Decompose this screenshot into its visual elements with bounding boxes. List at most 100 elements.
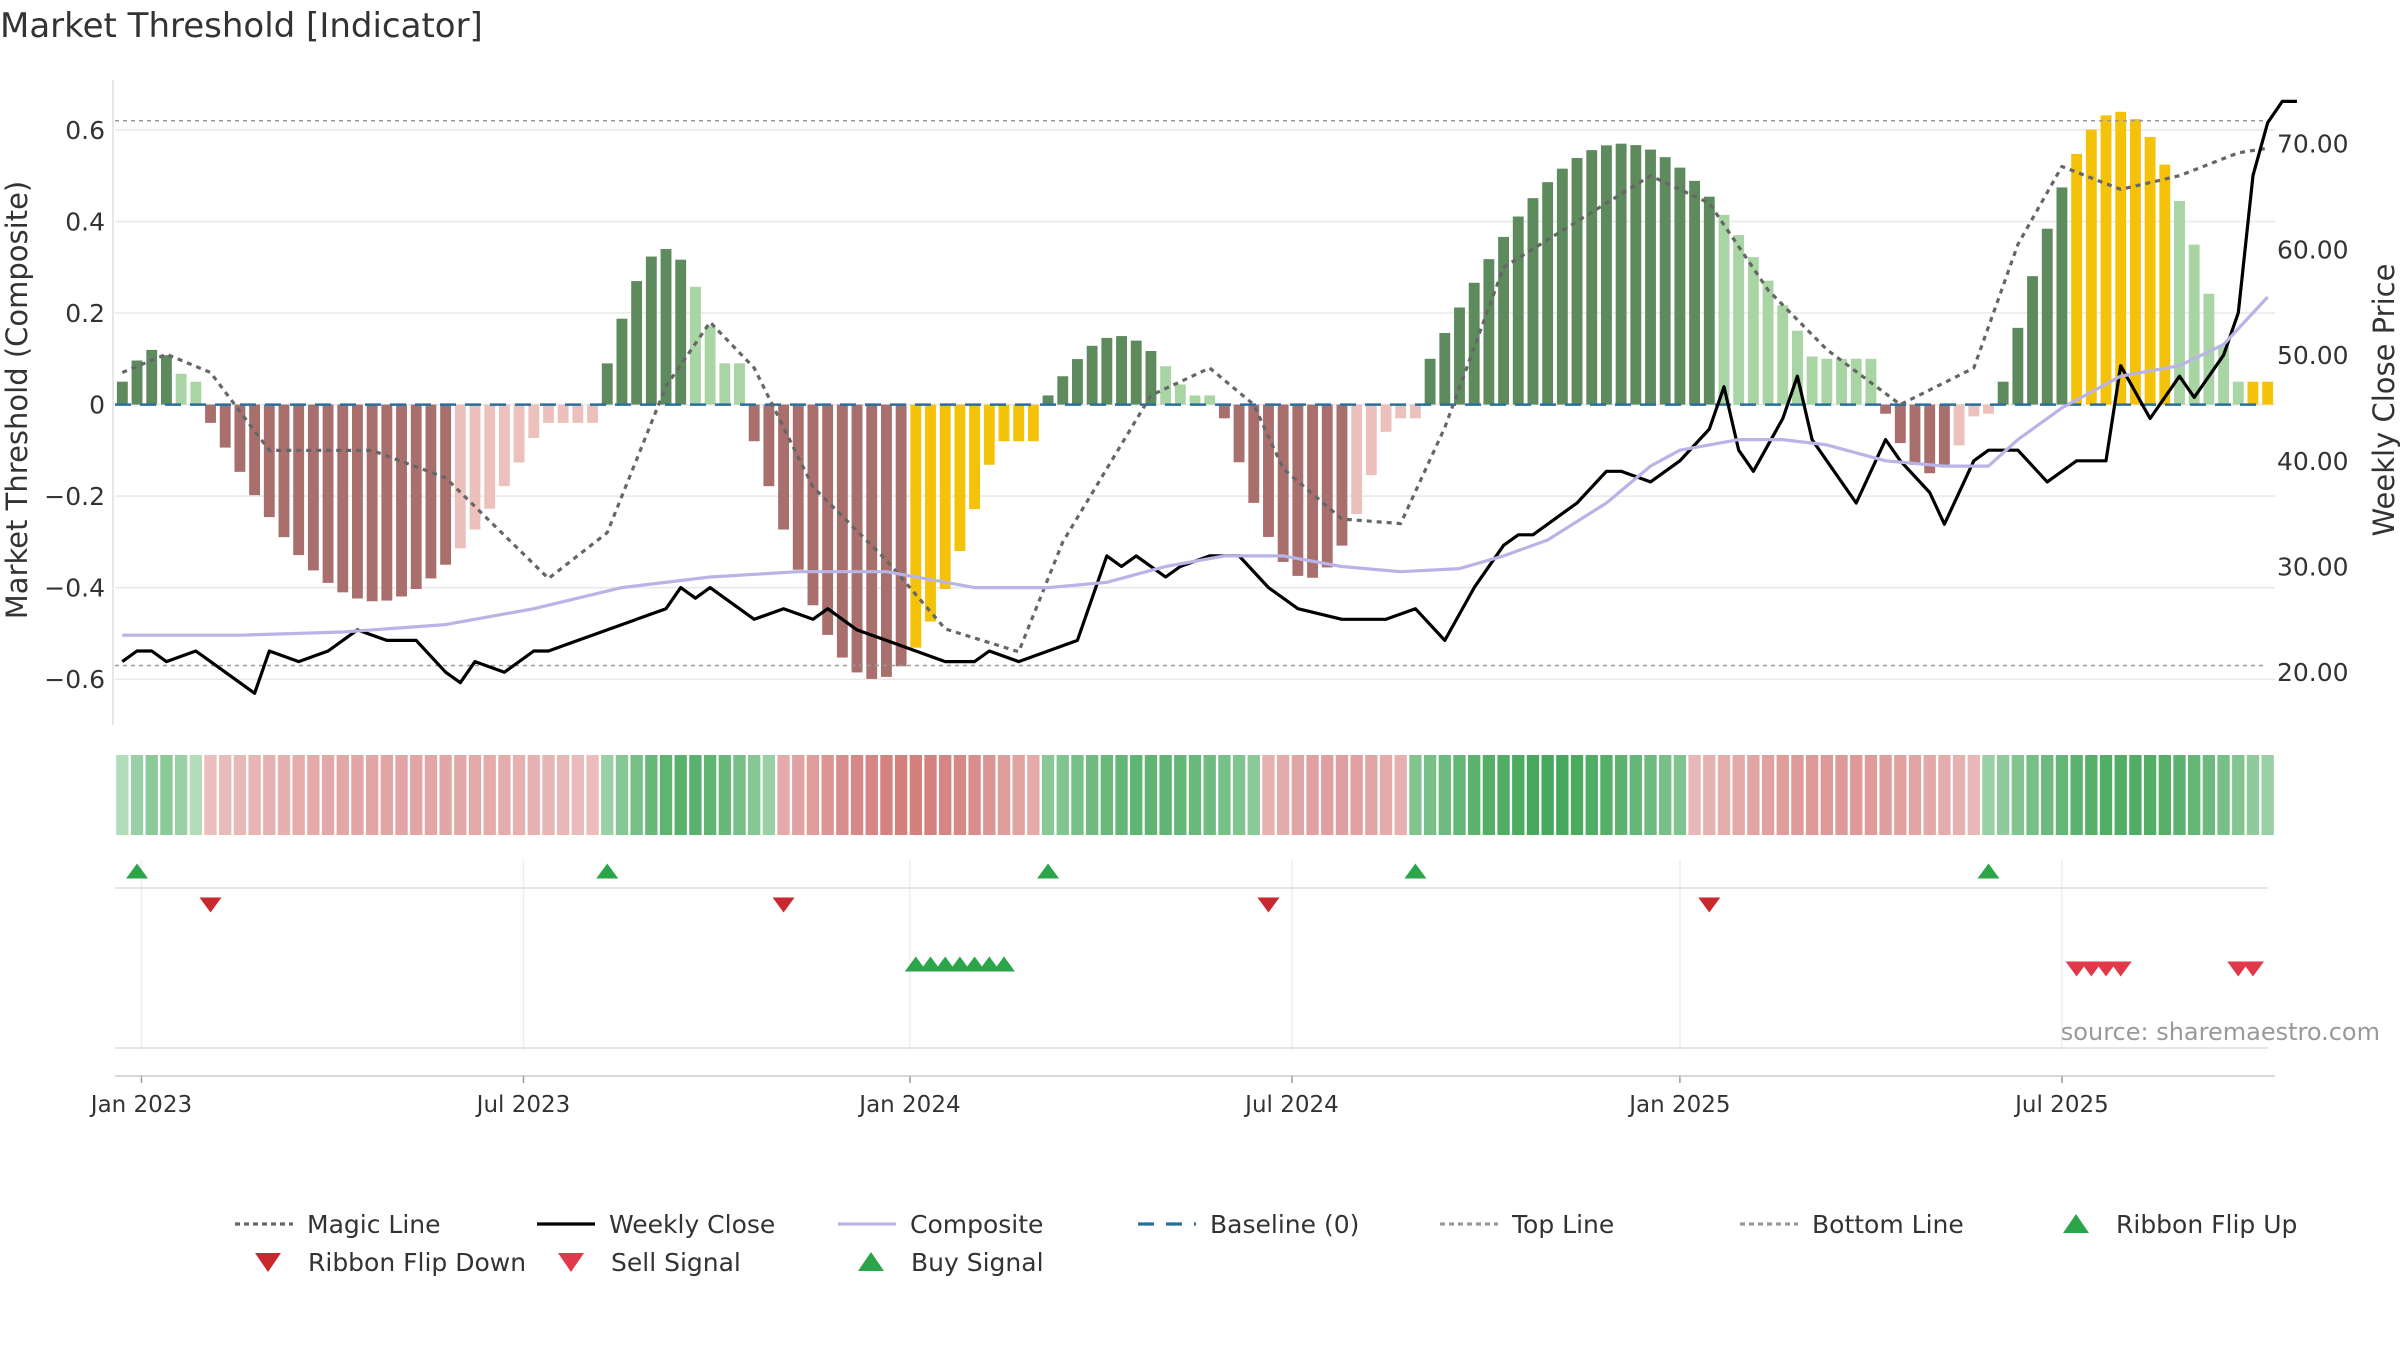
composite-bar (1556, 168, 1568, 405)
composite-bar (1424, 358, 1436, 405)
ribbon-cell (586, 755, 599, 835)
composite-bar (352, 404, 363, 599)
composite-bars (116, 111, 2274, 679)
composite-bar (1630, 145, 1642, 405)
composite-bar (1145, 351, 1157, 405)
composite-bar (528, 404, 540, 438)
ribbon-cell (2188, 755, 2201, 835)
composite-bar (1512, 216, 1524, 405)
ribbon-cell (2011, 755, 2025, 835)
composite-bar (381, 404, 393, 601)
ribbon-cell (1952, 755, 1966, 835)
y-axis-left-label: Market Threshold (Composite) (0, 181, 34, 619)
ribbon-cell (997, 755, 1011, 835)
legend-swatch (255, 1253, 281, 1272)
composite-bar (1527, 198, 1539, 405)
ribbon-cell (1188, 755, 1202, 835)
composite-bar (1042, 395, 1054, 405)
ribbon-cell (130, 755, 144, 835)
ribbon-cell (204, 755, 217, 835)
ribbon-cell (321, 755, 335, 835)
legend-label: Composite (910, 1210, 1043, 1239)
composite-bar (1747, 257, 1759, 405)
ribbon-cell (1041, 755, 1055, 835)
composite-bar (469, 404, 481, 530)
ribbon-cell (145, 755, 158, 835)
ribbon-cell (1967, 755, 1980, 835)
ribbon-cell (1629, 755, 1642, 835)
ribbon-cell (1144, 755, 1158, 835)
composite-bar (1086, 345, 1098, 405)
composite-bar (1498, 236, 1510, 405)
ribbon-cell (1703, 755, 1716, 835)
ribbon-cell (1732, 755, 1745, 835)
composite-bar (1057, 376, 1069, 405)
ribbon-cell (1071, 755, 1084, 835)
ribbon-cell (1982, 755, 1995, 835)
composite-bar (1703, 196, 1715, 405)
ribbon-cell (1512, 755, 1525, 835)
composite-bar (307, 404, 319, 571)
composite-bar (366, 404, 378, 602)
ribbon-cell (865, 755, 878, 835)
composite-bar (1218, 404, 1230, 419)
ribbon-cell (556, 755, 570, 835)
ribbon-cell (2246, 755, 2260, 835)
y-tick-right-label: 30.00 (2277, 552, 2349, 581)
ribbon-cell (2026, 755, 2039, 835)
ribbon-cell (2041, 755, 2054, 835)
composite-bar (2232, 381, 2244, 405)
ribbon-cell (924, 755, 937, 835)
composite-bar (734, 363, 745, 405)
legend-label: Buy Signal (911, 1248, 1044, 1277)
composite-bar (2115, 111, 2127, 405)
legend-label: Magic Line (307, 1210, 441, 1239)
composite-bar (410, 404, 422, 590)
buy-signal-marker (963, 956, 986, 972)
composite-bar (2159, 164, 2171, 405)
x-tick-label: Jan 2024 (857, 1092, 960, 1118)
composite-bar (2056, 187, 2068, 405)
ribbon-flip-up-marker (596, 863, 619, 879)
composite-bar (704, 326, 716, 405)
composite-bar (969, 404, 981, 510)
composite-bar (1013, 404, 1025, 442)
ribbon-cell (468, 755, 482, 835)
composite-bar (396, 404, 407, 597)
composite-bar (807, 404, 819, 606)
ribbon-cell (1276, 755, 1290, 835)
ribbon-cell (821, 755, 834, 835)
y-tick-left-label: 0.4 (65, 207, 105, 236)
composite-bar (2041, 228, 2053, 405)
weekly-close-line (121, 99, 2297, 695)
composite-bar (572, 404, 584, 423)
ribbon-cell (454, 755, 467, 835)
composite-bar (1689, 180, 1701, 405)
composite-bar (1483, 259, 1495, 405)
ribbon-cell (1600, 755, 1613, 835)
composite-bar (278, 404, 290, 538)
ribbon-cell (645, 755, 658, 835)
ribbon-cell (1174, 755, 1187, 835)
composite-bar (175, 373, 187, 405)
composite-bar (1409, 404, 1421, 419)
y-tick-left-label: −0.6 (44, 665, 105, 694)
magic-line-line (121, 146, 2268, 654)
sell-signal-marker (2065, 961, 2088, 977)
legend-item: Ribbon Flip Up (2063, 1210, 2297, 1239)
ribbon-cell (1203, 755, 1216, 835)
ribbon-cell (777, 755, 790, 835)
composite-bar (1351, 404, 1363, 515)
sell-signal-marker (2095, 961, 2118, 977)
buy-signal-marker (904, 956, 927, 972)
composite-bar (1454, 307, 1465, 405)
composite-bar (2085, 129, 2097, 405)
ribbon-flip-down-marker (199, 897, 222, 913)
legend-item: Weekly Close (537, 1210, 775, 1239)
ribbon-cell (292, 755, 305, 835)
ribbon-cell (277, 755, 291, 835)
ribbon-cell (1291, 755, 1305, 835)
composite-bar (1277, 404, 1289, 562)
ribbon-cell (806, 755, 820, 835)
ribbon-cell (630, 755, 643, 835)
